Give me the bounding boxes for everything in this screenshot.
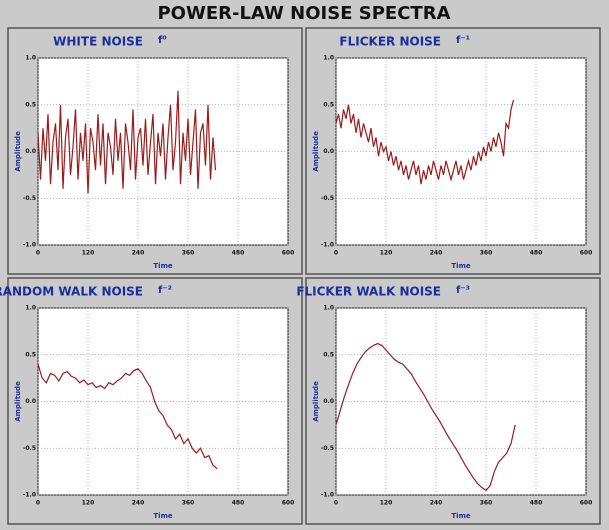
- y-tick-label: -0.5: [321, 445, 334, 452]
- x-tick-label: 360: [480, 250, 493, 257]
- x-tick-label: 120: [380, 500, 393, 507]
- y-tick-label: 1.0: [25, 55, 36, 62]
- x-tick-label: 360: [480, 500, 493, 507]
- spectrum-label: f⁰: [158, 35, 167, 46]
- y-tick-label: 0.0: [25, 398, 36, 405]
- plot-area: [335, 57, 587, 246]
- y-axis-label: Amplitude: [14, 381, 22, 422]
- x-axis-label: Time: [451, 512, 470, 520]
- y-tick-label: -1.0: [321, 242, 334, 249]
- data-line: [37, 90, 217, 194]
- x-tick-label: 240: [132, 500, 145, 507]
- x-tick-label: 120: [82, 500, 95, 507]
- page-title: POWER-LAW NOISE SPECTRA: [157, 3, 450, 24]
- plot-area: [37, 307, 289, 496]
- spectrum-label: f⁻³: [456, 285, 470, 296]
- x-tick-label: 600: [580, 250, 593, 257]
- y-tick-label: 0.5: [323, 101, 334, 108]
- x-axis-label: Time: [153, 262, 172, 270]
- x-tick-label: 120: [380, 250, 393, 257]
- y-tick-label: 0.5: [25, 351, 36, 358]
- x-tick-label: 0: [36, 250, 40, 257]
- panel-title: FLICKER WALK NOISE: [296, 285, 441, 299]
- x-tick-label: 480: [530, 500, 543, 507]
- x-tick-label: 600: [282, 250, 295, 257]
- panel-title: FLICKER NOISE: [339, 35, 441, 49]
- y-tick-label: 0.5: [323, 351, 334, 358]
- x-tick-label: 360: [182, 250, 195, 257]
- panel-title: RANDOM WALK NOISE: [0, 285, 143, 299]
- x-tick-label: 480: [232, 250, 245, 257]
- y-tick-label: 0.0: [323, 398, 334, 405]
- y-tick-label: -1.0: [23, 242, 36, 249]
- y-tick-label: 1.0: [323, 305, 334, 312]
- y-tick-label: 0.5: [25, 101, 36, 108]
- spectrum-label: f⁻¹: [456, 35, 470, 46]
- y-tick-label: 0.0: [323, 148, 334, 155]
- x-axis-label: Time: [153, 512, 172, 520]
- x-tick-label: 360: [182, 500, 195, 507]
- y-tick-label: -0.5: [23, 195, 36, 202]
- y-axis-label: Amplitude: [312, 381, 320, 422]
- x-tick-label: 600: [282, 500, 295, 507]
- plot-area: [37, 57, 289, 246]
- y-axis-label: Amplitude: [312, 131, 320, 172]
- x-tick-label: 480: [530, 250, 543, 257]
- spectrum-label: f⁻²: [158, 285, 172, 296]
- data-line: [37, 363, 218, 470]
- y-tick-label: 0.0: [25, 148, 36, 155]
- data-line: [335, 99, 515, 185]
- x-tick-label: 0: [36, 500, 40, 507]
- y-tick-label: -1.0: [23, 492, 36, 499]
- plot-area: [335, 307, 587, 496]
- x-axis-label: Time: [451, 262, 470, 270]
- data-line: [335, 342, 516, 492]
- x-tick-label: 240: [132, 250, 145, 257]
- x-tick-label: 0: [334, 500, 338, 507]
- panel-title: WHITE NOISE: [53, 35, 143, 49]
- x-tick-label: 480: [232, 500, 245, 507]
- y-axis-label: Amplitude: [14, 131, 22, 172]
- x-tick-label: 240: [430, 250, 443, 257]
- y-tick-label: 1.0: [323, 55, 334, 62]
- x-tick-label: 600: [580, 500, 593, 507]
- y-tick-label: 1.0: [25, 305, 36, 312]
- x-tick-label: 240: [430, 500, 443, 507]
- x-tick-label: 120: [82, 250, 95, 257]
- x-tick-label: 0: [334, 250, 338, 257]
- y-tick-label: -1.0: [321, 492, 334, 499]
- y-tick-label: -0.5: [321, 195, 334, 202]
- y-tick-label: -0.5: [23, 445, 36, 452]
